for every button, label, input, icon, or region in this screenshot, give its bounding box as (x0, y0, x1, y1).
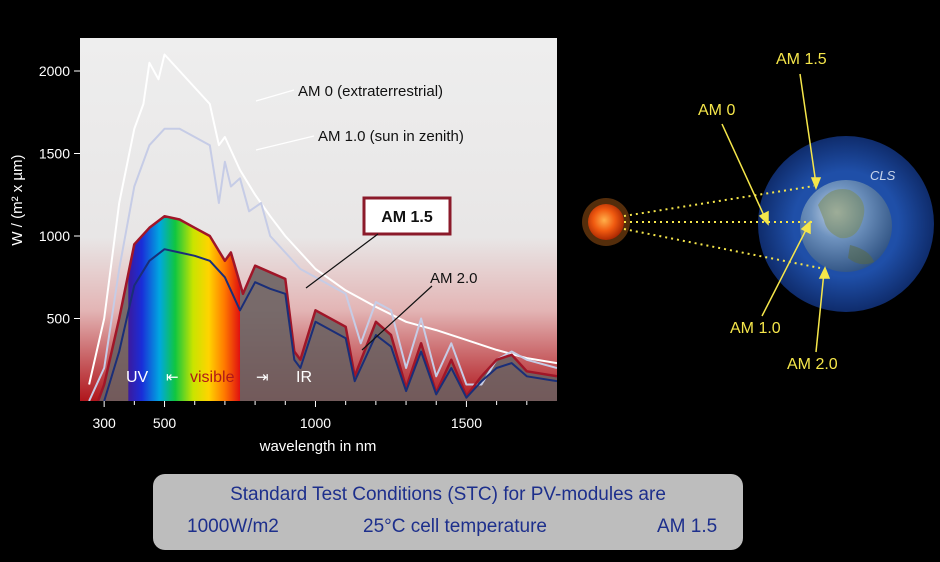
x-axis-label: wavelength in nm (259, 438, 377, 455)
stc-airmass: AM 1.5 (657, 516, 718, 537)
annotation-am15: AM 1.5 (381, 209, 433, 226)
y-tick-label: 1000 (39, 228, 70, 244)
series-line-3 (103, 248, 557, 401)
y-tick-label: 2000 (39, 63, 70, 79)
series-line-0 (88, 53, 557, 385)
region-label-ir: IR (296, 369, 312, 386)
leader-am15 (305, 233, 379, 289)
x-tick-label: 1500 (451, 415, 482, 431)
region-label-uv: UV (126, 369, 149, 386)
pointer-am20 (815, 271, 825, 353)
stc-temperature: 25°C cell temperature (363, 516, 547, 537)
region-arrow-left: ⇤ (166, 369, 179, 386)
label-am10: AM 1.0 (730, 320, 781, 337)
sun (588, 204, 624, 240)
annotation-am15-box (362, 196, 452, 236)
annotation-am10: AM 1.0 (sun in zenith) (318, 128, 464, 145)
leader-am20 (361, 285, 433, 351)
series-line-1 (88, 127, 557, 401)
label-am20: AM 2.0 (787, 356, 838, 373)
y-tick-label: 1500 (39, 146, 70, 162)
annotation-am0: AM 0 (extraterrestrial) (298, 83, 443, 100)
x-tick-label: 1000 (300, 415, 331, 431)
pointer-am10 (761, 225, 809, 317)
leader-am0 (255, 89, 295, 102)
stc-title: Standard Test Conditions (STC) for PV-mo… (230, 484, 666, 505)
label-am0: AM 0 (698, 102, 735, 119)
y-axis-label: W / (m² x µm) (9, 154, 26, 245)
stc-irradiance: 1000W/m2 (187, 516, 279, 537)
pointer-am15 (799, 73, 817, 185)
x-tick-label: 500 (153, 415, 177, 431)
x-tick-label: 300 (92, 415, 116, 431)
pointer-am0 (721, 123, 767, 221)
region-label-visible: visible (190, 369, 235, 386)
ray-am15 (623, 185, 815, 217)
region-arrow-right: ⇥ (256, 369, 269, 386)
annotation-am20: AM 2.0 (430, 270, 478, 287)
series-line-2 (96, 214, 557, 401)
leader-am10 (255, 135, 315, 151)
stc-box: Standard Test Conditions (STC) for PV-mo… (153, 474, 743, 550)
earth-land-2 (848, 245, 874, 265)
label-am15: AM 1.5 (776, 51, 827, 68)
earth-cloud-text: CLS (870, 168, 896, 183)
y-tick-label: 500 (47, 311, 71, 327)
earth-land (818, 189, 865, 239)
